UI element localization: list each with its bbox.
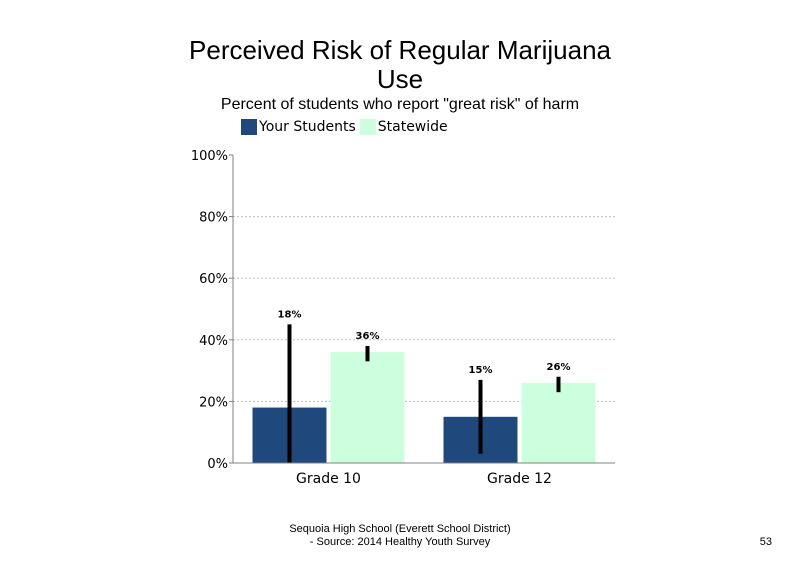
data-label: 18% — [278, 309, 302, 320]
y-tick-label: 60% — [199, 272, 228, 287]
data-label: 15% — [469, 365, 493, 376]
x-tick-label: Grade 10 — [296, 471, 361, 487]
slide-footer: Sequoia High School (Everett School Dist… — [200, 523, 600, 549]
footer-school: Sequoia High School (Everett School Dist… — [289, 523, 511, 535]
y-tick-label: 0% — [207, 457, 228, 472]
bar — [521, 382, 596, 463]
footer-source: - Source: 2014 Healthy Youth Survey — [309, 536, 491, 548]
legend-item-your-students: Your Students — [241, 119, 356, 135]
data-label: 36% — [356, 331, 380, 342]
legend-label-statewide: Statewide — [377, 119, 448, 135]
x-tick-label: Grade 12 — [487, 471, 552, 487]
y-tick-label: 20% — [199, 395, 228, 410]
chart-legend: Your Students Statewide — [241, 118, 452, 136]
legend-label-your-students: Your Students — [259, 119, 356, 135]
chart-title-line2: Use — [376, 64, 424, 94]
legend-item-statewide: Statewide — [359, 119, 448, 135]
page-number: 53 — [759, 536, 772, 548]
chart-title-line1: Perceived Risk of Regular Marijuana — [189, 35, 611, 65]
y-tick-label: 40% — [199, 334, 228, 349]
chart-subtitle: Percent of students who report "great ri… — [220, 96, 580, 113]
legend-swatch-your-students — [241, 119, 257, 135]
chart-title: Perceived Risk of Regular Marijuana Use — [150, 36, 650, 94]
y-tick-label: 100% — [191, 149, 228, 164]
data-label: 26% — [547, 362, 571, 373]
bar — [330, 352, 405, 463]
legend-swatch-statewide — [359, 119, 376, 135]
y-tick-label: 80% — [199, 211, 228, 226]
